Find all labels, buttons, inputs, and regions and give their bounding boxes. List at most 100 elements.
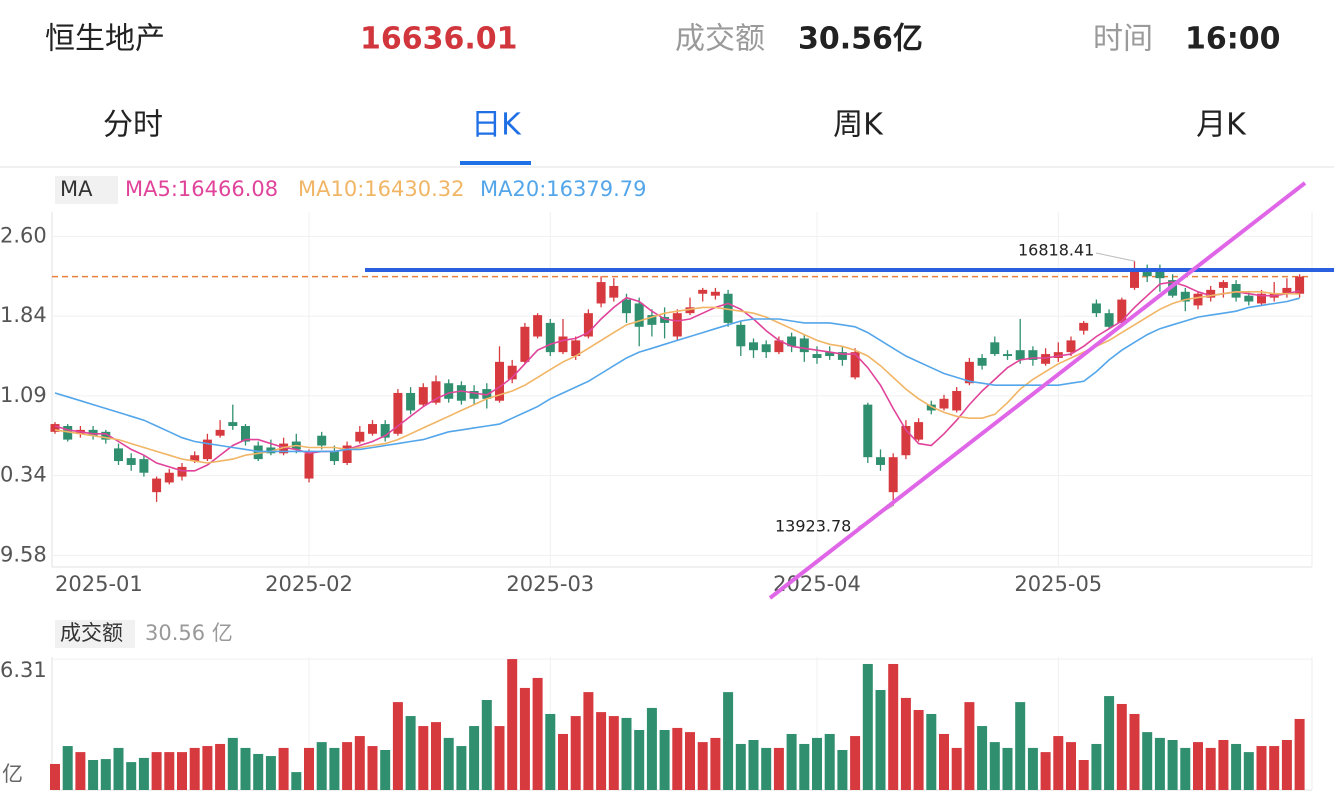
volume-bar	[812, 737, 822, 790]
volume-bar	[151, 752, 162, 790]
candle-body	[1193, 293, 1203, 306]
candle-body	[1091, 303, 1101, 314]
volume-bar	[913, 710, 924, 790]
candle-body	[672, 313, 682, 337]
turnover-value: 30.56亿	[798, 22, 923, 57]
candle-body	[888, 457, 898, 493]
candle-body	[152, 478, 162, 493]
candle-body	[939, 398, 949, 409]
candle-body	[50, 424, 60, 432]
volume-bar	[951, 747, 962, 790]
candle-body	[368, 424, 377, 434]
volume-bar	[608, 716, 619, 790]
candle-body	[571, 340, 581, 357]
volume-bar	[1129, 713, 1140, 790]
candle-body	[63, 425, 73, 440]
volume-bar	[545, 713, 556, 790]
volume-bar	[278, 747, 289, 790]
candle-body	[1142, 270, 1152, 277]
volume-bar	[862, 663, 873, 790]
candle-body	[1041, 354, 1051, 364]
volume-bar	[570, 716, 581, 790]
volume-bar	[697, 742, 708, 790]
volume-bar	[964, 702, 975, 790]
volume-bar	[392, 702, 403, 790]
volume-bar	[621, 717, 632, 790]
candle-body	[787, 336, 797, 347]
volume-bar	[786, 733, 797, 790]
candle-body	[406, 392, 416, 411]
candle-body	[583, 313, 593, 337]
volume-value: 30.56 亿	[145, 621, 233, 645]
volume-bar	[773, 747, 784, 790]
candle-body	[1206, 289, 1216, 298]
volume-bar	[1167, 740, 1178, 790]
time-value: 16:00	[1185, 22, 1281, 57]
volume-bar	[900, 697, 911, 790]
volume-bar	[939, 733, 949, 790]
candle-body	[279, 443, 289, 454]
candle-body	[926, 404, 936, 411]
x-tick-label: 2025-02	[265, 572, 353, 596]
legend-entry: MA20:16379.79	[480, 177, 646, 201]
candle-body	[456, 385, 466, 401]
candle-body	[749, 342, 758, 351]
volume-bar	[519, 687, 530, 790]
candle-body	[190, 455, 200, 462]
volume-bar	[1053, 736, 1064, 790]
candle-body	[1003, 354, 1012, 357]
tab-active[interactable]: 日K	[471, 108, 522, 143]
last-price: 16636.01	[360, 22, 518, 57]
candle-body	[901, 425, 911, 456]
candle-body	[1079, 322, 1089, 331]
volume-bar	[304, 747, 314, 790]
volume-unit: 亿	[2, 762, 23, 786]
volume-bar	[1078, 760, 1089, 790]
candle-body	[507, 365, 517, 380]
candle-body	[799, 338, 809, 353]
volume-bar	[1142, 732, 1153, 790]
volume-bar	[456, 746, 467, 790]
candle-body	[710, 291, 720, 296]
volume-bar	[481, 700, 492, 790]
candle-body	[88, 429, 98, 436]
candle-body	[533, 315, 543, 337]
high-annotation: 16818.41	[1018, 241, 1094, 260]
candle-body	[1053, 352, 1063, 358]
candle-body	[825, 352, 835, 357]
volume-bar	[977, 726, 988, 790]
volume-bar	[354, 736, 365, 790]
volume-bar	[189, 747, 200, 790]
y-tick-label: 0.34	[0, 463, 47, 487]
volume-bar	[507, 659, 518, 790]
stock-name: 恒生地产	[45, 22, 165, 57]
candle-body	[622, 299, 631, 314]
volume-bar	[1256, 746, 1267, 790]
candle-body	[609, 285, 619, 298]
volume-title: 成交额	[60, 621, 123, 645]
candle-body	[914, 422, 924, 440]
candle-body	[850, 352, 860, 378]
tab[interactable]: 月K	[1196, 108, 1247, 143]
candle-body	[774, 340, 784, 353]
candle-body	[1231, 284, 1241, 298]
volume-bar	[88, 760, 99, 790]
candle-body	[660, 317, 670, 323]
volume-bar	[888, 663, 899, 790]
volume-bar	[329, 747, 340, 790]
turnover-label: 成交额	[675, 22, 765, 57]
volume-bar	[1027, 747, 1038, 790]
volume-bar	[291, 772, 302, 790]
volume-bar	[1040, 752, 1051, 790]
volume-bar	[100, 759, 111, 790]
volume-bar	[875, 690, 886, 790]
candle-body	[253, 445, 263, 460]
volume-bar	[1180, 747, 1191, 790]
candle-body	[215, 429, 225, 436]
volume-bar	[532, 677, 543, 790]
candle-body	[101, 431, 111, 440]
tab[interactable]: 周K	[833, 108, 884, 143]
candle-body	[444, 383, 454, 399]
tab[interactable]: 分时	[103, 108, 163, 143]
volume-bar	[1294, 718, 1305, 790]
